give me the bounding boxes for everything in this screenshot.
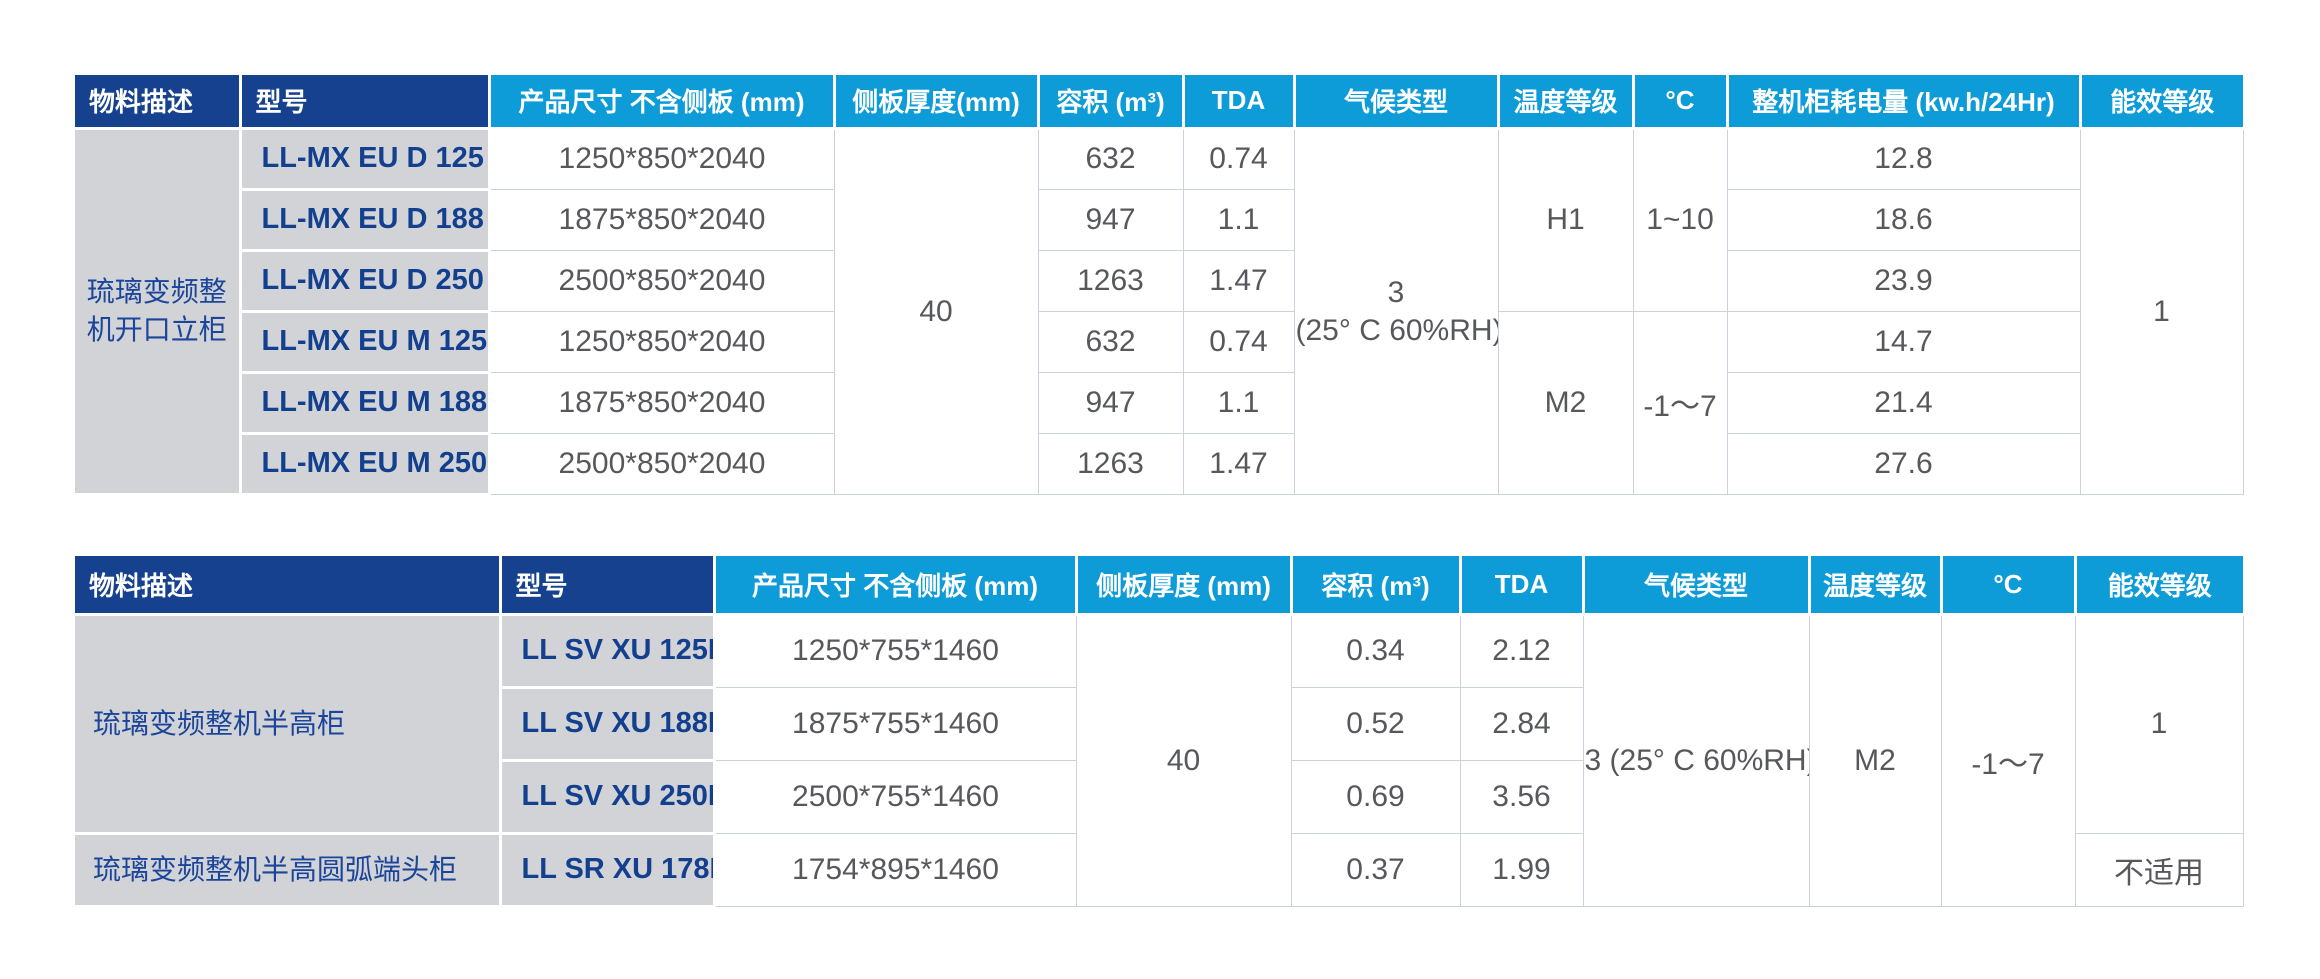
cell-tda: 1.47: [1182, 432, 1295, 495]
cell-dimensions: 1875*755*1460: [713, 686, 1077, 761]
cell-temp-class: H1: [1497, 127, 1634, 312]
cell-dimensions: 2500*850*2040: [488, 432, 835, 495]
cell-energy: 1: [2074, 613, 2244, 834]
col-header-energy: 能效等级: [2075, 556, 2243, 616]
cell-model: LL SR XU 178P: [500, 833, 716, 908]
cell-volume: 0.52: [1290, 686, 1461, 761]
table-row: 琉璃变频整机半高圆弧端头柜 LL SR XU 178P 1754*895*146…: [75, 832, 2244, 908]
cell-power: 14.7: [1726, 310, 2081, 373]
table-row: 琉璃变频整机半高柜 LL SV XU 125P 1250*755*1460 40…: [75, 613, 2244, 907]
table-row: LL-MX EU M 125 1250*850*2040 632 0.74 M2…: [75, 310, 2243, 495]
cell-power: 21.4: [1726, 371, 2081, 434]
col-header-energy: 能效等级: [2080, 75, 2243, 130]
table-row: LL-MX EU M 250 2500*850*2040 1263 1.47 2…: [75, 432, 2243, 496]
cell-dimensions: 1754*895*1460: [713, 832, 1077, 907]
cell-volume: 947: [1037, 188, 1184, 251]
cell-model: LL SV XU 188P: [500, 687, 716, 762]
cell-volume: 1263: [1037, 432, 1184, 495]
col-header-power: 整机柜耗电量 (kw.h/24Hr): [1727, 75, 2082, 130]
cell-volume: 1263: [1037, 249, 1184, 312]
cell-tda: 1.1: [1182, 188, 1295, 251]
cell-dimensions: 1250*850*2040: [488, 310, 835, 373]
table-row: LL-MX EU D 250 2500*850*2040 1263 1.47 2…: [75, 249, 2243, 313]
cell-volume: 632: [1037, 127, 1184, 190]
cell-temp-range: -1～7: [1632, 310, 1728, 495]
cell-dimensions: 1250*755*1460: [713, 613, 1077, 688]
cell-tda: 0.74: [1182, 310, 1295, 373]
cell-material: 琉璃变频整机开口立柜: [75, 128, 242, 496]
cell-climate: 3 (25° C 60%RH): [1582, 613, 1810, 907]
col-header-climate: 气候类型: [1583, 556, 1811, 616]
cell-temp-class: M2: [1497, 310, 1634, 495]
cell-temp-class: M2: [1808, 613, 1942, 907]
col-header-celsius: °C: [1941, 556, 2077, 616]
cell-model: LL-MX EU M 250: [240, 433, 491, 496]
cell-tda: 0.74: [1182, 127, 1295, 190]
cell-model: LL-MX EU D 250: [240, 250, 491, 313]
table1-header-row: 物料描述 型号 产品尺寸 不含侧板 (mm) 侧板厚度(mm) 容积 (m³) …: [75, 75, 2243, 130]
table-row: 琉璃变频整机开口立柜 LL-MX EU D 125 1250*850*2040 …: [75, 127, 2244, 496]
col-header-dimensions: 产品尺寸 不含侧板 (mm): [489, 75, 836, 130]
cell-material: 琉璃变频整机半高柜: [75, 614, 502, 835]
table-row: LL-MX EU M 188 1875*850*2040 947 1.1 21.…: [75, 371, 2243, 435]
cell-panel-thickness: 40: [833, 127, 1039, 495]
cell-model: LL-MX EU D 125: [240, 128, 491, 191]
cell-model: LL-MX EU M 188: [240, 372, 491, 435]
col-header-panel-thickness: 侧板厚度 (mm): [1076, 556, 1293, 616]
cell-tda: 1.1: [1182, 371, 1295, 434]
col-header-material: 物料描述: [75, 556, 502, 616]
cell-dimensions: 2500*755*1460: [713, 759, 1077, 834]
half-height-cabinet-spec-table: 物料描述 型号 产品尺寸 不含侧板 (mm) 侧板厚度 (mm) 容积 (m³)…: [75, 556, 2244, 908]
col-header-model: 型号: [240, 75, 491, 130]
cell-volume: 0.34: [1290, 613, 1461, 688]
cell-material: 琉璃变频整机半高圆弧端头柜: [75, 833, 502, 908]
col-header-panel-thickness: 侧板厚度(mm): [834, 75, 1040, 130]
cell-volume: 0.69: [1290, 759, 1461, 834]
cell-model: LL-MX EU M 125: [240, 311, 491, 374]
col-header-tda: TDA: [1183, 75, 1296, 130]
col-header-climate: 气候类型: [1294, 75, 1500, 130]
col-header-temp-class: 温度等级: [1809, 556, 1943, 616]
cell-temp-range: 1~10: [1632, 127, 1728, 312]
cell-model: LL SV XU 125P: [500, 614, 716, 689]
cell-volume: 0.37: [1290, 832, 1461, 907]
col-header-model: 型号: [500, 556, 716, 616]
cell-climate: 3 (25° C 60%RH): [1293, 127, 1499, 495]
cell-tda: 2.12: [1459, 613, 1584, 688]
cell-dimensions: 2500*850*2040: [488, 249, 835, 312]
climate-type-condition: (25° C 60%RH): [1295, 313, 1498, 347]
cell-power: 18.6: [1726, 188, 2081, 251]
cell-model: LL SV XU 250P: [500, 760, 716, 835]
cell-power: 12.8: [1726, 127, 2081, 190]
cell-model: LL-MX EU D 188: [240, 189, 491, 252]
upright-cabinet-spec-table: 物料描述 型号 产品尺寸 不含侧板 (mm) 侧板厚度(mm) 容积 (m³) …: [75, 75, 2244, 496]
cell-temp-range: -1～7: [1940, 613, 2076, 907]
climate-type-number: 3: [1387, 276, 1405, 309]
col-header-dimensions: 产品尺寸 不含侧板 (mm): [714, 556, 1078, 616]
table-row: LL SV XU 250P 2500*755*1460 0.69 3.56: [75, 759, 2243, 835]
col-header-celsius: °C: [1633, 75, 1729, 130]
cell-tda: 1.99: [1459, 832, 1584, 907]
cell-tda: 1.47: [1182, 249, 1295, 312]
cell-energy: 1: [2079, 127, 2244, 495]
col-header-material: 物料描述: [75, 75, 242, 130]
cell-panel-thickness: 40: [1075, 613, 1292, 907]
table2-header-row: 物料描述 型号 产品尺寸 不含侧板 (mm) 侧板厚度 (mm) 容积 (m³)…: [75, 556, 2243, 616]
col-header-tda: TDA: [1460, 556, 1585, 616]
table-row: LL-MX EU D 188 1875*850*2040 947 1.1 18.…: [75, 188, 2243, 252]
col-header-volume: 容积 (m³): [1291, 556, 1462, 616]
cell-tda: 2.84: [1459, 686, 1584, 761]
cell-dimensions: 1250*850*2040: [488, 127, 835, 190]
cell-dimensions: 1875*850*2040: [488, 371, 835, 434]
cell-energy: 不适用: [2074, 832, 2244, 907]
cell-power: 27.6: [1726, 432, 2081, 495]
cell-dimensions: 1875*850*2040: [488, 188, 835, 251]
cell-volume: 632: [1037, 310, 1184, 373]
table-row: LL SV XU 188P 1875*755*1460 0.52 2.84: [75, 686, 2243, 762]
col-header-temp-class: 温度等级: [1498, 75, 1635, 130]
col-header-volume: 容积 (m³): [1038, 75, 1185, 130]
cell-power: 23.9: [1726, 249, 2081, 312]
cell-tda: 3.56: [1459, 759, 1584, 834]
cell-volume: 947: [1037, 371, 1184, 434]
